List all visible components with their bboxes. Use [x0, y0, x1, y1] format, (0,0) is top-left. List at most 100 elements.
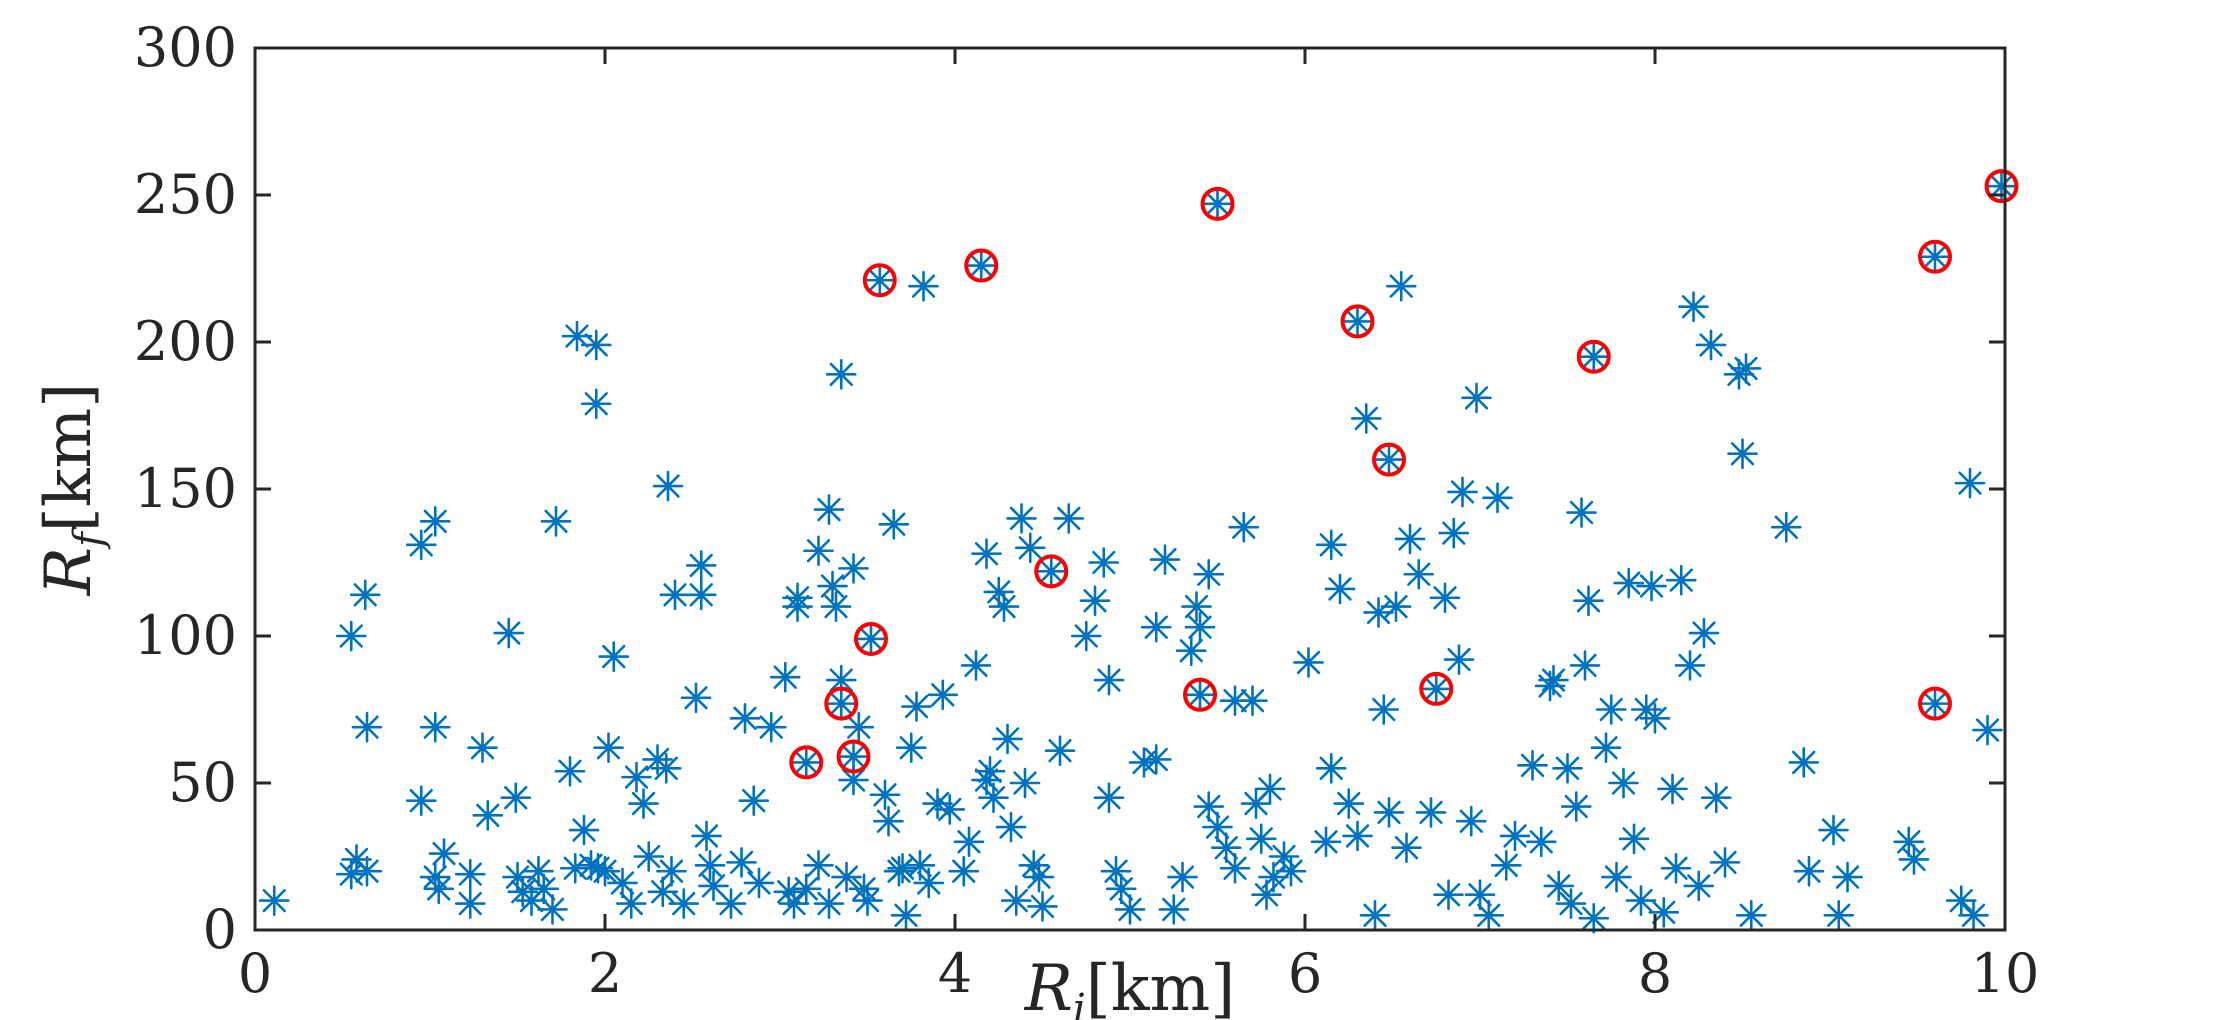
data-point — [1202, 811, 1233, 843]
data-point — [1573, 585, 1604, 617]
data-point — [913, 867, 945, 899]
data-point — [1695, 329, 1727, 361]
data-point — [1958, 899, 1989, 931]
highlighted-star — [1184, 679, 1216, 711]
data-point — [1350, 403, 1382, 434]
data-point — [715, 888, 747, 919]
y-tick-label: 250 — [134, 163, 237, 226]
data-point — [873, 805, 904, 837]
y-axis-label-main: R — [32, 547, 106, 596]
data-point — [1700, 782, 1732, 814]
data-point — [1268, 841, 1300, 872]
data-point — [1006, 503, 1037, 534]
data-point — [843, 711, 875, 743]
x-tick-label: 10 — [1971, 942, 2040, 1005]
data-point — [1175, 635, 1207, 667]
data-point — [593, 732, 624, 764]
data-point — [1473, 899, 1505, 931]
data-point — [927, 679, 959, 711]
data-point — [540, 506, 572, 537]
data-point — [685, 550, 717, 581]
highlight-circle — [1340, 304, 1375, 339]
data-point — [1000, 885, 1032, 916]
data-point — [1590, 732, 1622, 764]
data-point — [633, 841, 665, 872]
data-point — [974, 755, 1006, 787]
highlight-circle — [1183, 677, 1217, 712]
y-tick-label: 50 — [168, 751, 237, 814]
x-tick-label: 0 — [238, 942, 272, 1005]
data-point — [726, 847, 757, 878]
data-point — [1613, 567, 1645, 599]
data-point — [890, 899, 922, 931]
data-point — [554, 755, 586, 787]
data-point — [1333, 788, 1365, 819]
data-point — [1114, 894, 1146, 925]
data-point — [1053, 503, 1085, 534]
x-tick-label: 4 — [938, 942, 972, 1005]
data-point — [1555, 888, 1587, 919]
data-point — [1639, 703, 1671, 734]
data-point — [493, 617, 525, 649]
data-point — [419, 711, 451, 743]
data-point — [1093, 664, 1125, 696]
data-point — [1438, 517, 1470, 549]
data-point — [813, 888, 845, 919]
highlight-circle — [1034, 554, 1069, 589]
data-point — [729, 703, 761, 734]
data-point — [454, 888, 486, 919]
highlighted-star — [1202, 188, 1233, 220]
highlight-circle — [1918, 239, 1952, 274]
data-point — [454, 858, 486, 890]
data-point — [1823, 899, 1855, 931]
data-point — [335, 620, 367, 652]
data-point — [1788, 747, 1820, 778]
data-point — [1394, 523, 1426, 555]
data-point — [1455, 805, 1487, 837]
data-point — [428, 838, 460, 869]
data-point — [1380, 591, 1412, 622]
data-point — [656, 855, 687, 887]
data-point — [1014, 532, 1046, 564]
data-point — [1601, 861, 1632, 893]
data-point — [1793, 855, 1825, 887]
data-point — [948, 855, 980, 887]
data-point — [1688, 617, 1720, 649]
data-point — [878, 508, 910, 540]
data-point — [598, 641, 630, 672]
data-point — [1237, 685, 1268, 716]
data-point — [1027, 891, 1058, 922]
data-point — [803, 850, 834, 881]
data-point — [1674, 650, 1706, 681]
data-point — [668, 888, 700, 919]
data-point — [778, 888, 810, 919]
data-point — [1219, 852, 1251, 884]
data-point — [1193, 791, 1225, 822]
data-point — [1443, 644, 1475, 675]
data-point — [1945, 885, 1977, 916]
data-point — [1433, 879, 1464, 911]
highlight-circle — [836, 739, 871, 774]
data-point — [691, 820, 722, 852]
highlighted-star — [825, 688, 857, 719]
data-point — [523, 855, 554, 887]
data-point — [1665, 564, 1697, 596]
x-axis-label: Ri[km] — [1024, 952, 1235, 1020]
data-point — [1310, 826, 1342, 858]
data-point — [1324, 573, 1356, 605]
data-point — [1018, 850, 1050, 881]
data-point — [1245, 823, 1277, 855]
data-point — [652, 470, 684, 502]
data-point — [1100, 855, 1132, 887]
data-point — [1648, 897, 1680, 928]
data-point — [472, 800, 504, 831]
data-point — [1070, 620, 1102, 652]
data-point — [1461, 382, 1492, 414]
highlighted-point — [1200, 186, 1235, 221]
data-point — [621, 761, 652, 793]
highlighted-point — [836, 739, 871, 774]
data-point — [852, 885, 883, 916]
x-axis-label-sub: i — [1073, 986, 1086, 1020]
